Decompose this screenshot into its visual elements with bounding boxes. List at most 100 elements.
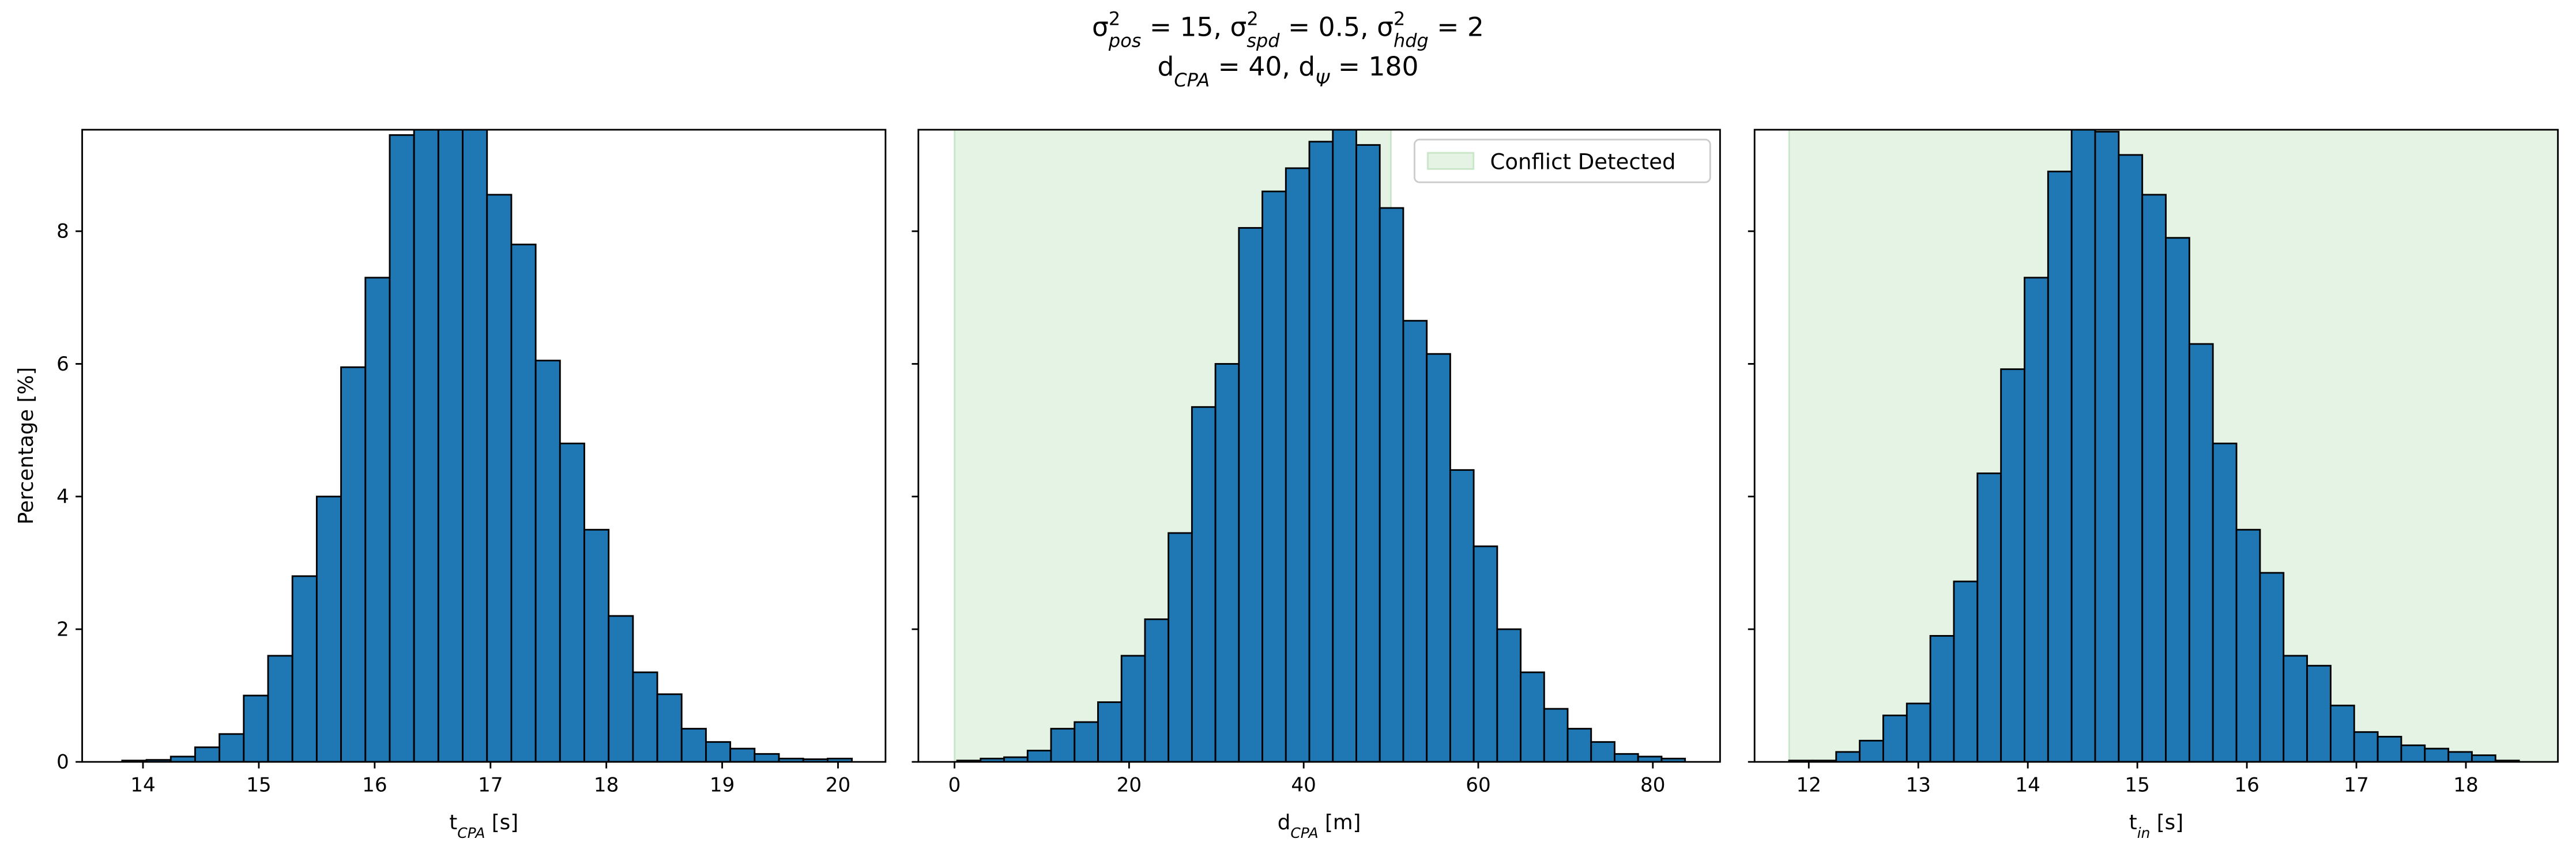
text-part: = 40, d [1210, 51, 1315, 82]
bar [1566, 728, 1592, 762]
text-part: [s] [2150, 811, 2183, 834]
bar [2094, 131, 2120, 762]
bar [534, 360, 561, 762]
x-tick-label: 18 [594, 773, 619, 796]
bar [291, 575, 318, 762]
bar [1835, 751, 1861, 762]
bar [2471, 754, 2496, 762]
bar [559, 443, 585, 762]
x-tick-label: 40 [1291, 773, 1316, 796]
bar [413, 130, 439, 762]
text-part: CPA [457, 824, 485, 841]
legend-swatch [1426, 152, 1475, 170]
x-tick-label: 19 [710, 773, 735, 796]
legend-box [1413, 138, 1711, 183]
bar [2306, 664, 2332, 762]
bar [1449, 469, 1475, 762]
plot-area [954, 130, 1686, 762]
bar [315, 496, 342, 762]
bar [2259, 572, 2285, 762]
bar [2188, 343, 2214, 762]
text-part: [s] [485, 811, 518, 834]
x-tick-label: 15 [2125, 773, 2150, 796]
axes-frame [917, 129, 1721, 763]
text-part: [m] [1319, 811, 1361, 834]
x-axis-label: tCPA [s] [449, 811, 518, 841]
bar [1882, 715, 1908, 762]
bar [1308, 141, 1334, 762]
text-part: hdg [1394, 30, 1429, 52]
bar [1261, 190, 1287, 762]
bar [1097, 701, 1123, 762]
x-tick-label: 12 [1797, 773, 1822, 796]
title-line: dCPA = 40, dΨ = 180 [1157, 51, 1418, 91]
x-tick-label: 14 [130, 773, 156, 796]
y-axis-label: Percentage [%] [14, 367, 38, 524]
axes-frame [81, 129, 887, 763]
bar [2141, 194, 2167, 762]
legend: Conflict Detected [1413, 138, 1711, 183]
text-part: CPA [1174, 69, 1210, 91]
text-part: t [2129, 811, 2137, 834]
bar [2283, 655, 2308, 762]
text-part: d [1278, 811, 1291, 834]
bar [827, 757, 853, 762]
title-line: σ2 pos = 15, σ2 spd = 0.5, σ2 hdg = 2 [1092, 8, 1484, 52]
bar [243, 694, 269, 762]
bar [1355, 144, 1381, 762]
bar [1402, 320, 1428, 762]
y-tick-label: 6 [57, 353, 69, 376]
bar [1953, 580, 1979, 762]
x-tick-label: 16 [2234, 773, 2259, 796]
bar [2165, 237, 2190, 762]
bar [364, 277, 391, 762]
bar [1660, 757, 1686, 762]
bar [2235, 528, 2261, 762]
y-tick-label: 2 [57, 618, 69, 641]
x-tick-label: 17 [2344, 773, 2369, 796]
text-part: 2 [1246, 8, 1258, 30]
text-part: spd [1246, 30, 1280, 52]
x-tick-label: 20 [826, 773, 851, 796]
bar [1285, 167, 1310, 762]
bar [1543, 708, 1569, 762]
x-tick-label: 60 [1466, 773, 1491, 796]
bar [1026, 750, 1052, 762]
text-part: 2 [1394, 8, 1405, 30]
bar [267, 655, 293, 762]
text-part: in [2137, 824, 2151, 841]
x-tick-label: 16 [362, 773, 387, 796]
plot-area [121, 130, 853, 762]
bar [1614, 753, 1639, 762]
axes-frame [1753, 129, 2559, 763]
bar [1472, 545, 1498, 762]
text-part: σ [1092, 12, 1109, 43]
x-tick-label: 80 [1640, 773, 1666, 796]
bar [608, 615, 634, 762]
bar [1426, 353, 1451, 762]
text-part: CPA [1290, 824, 1318, 841]
bar [510, 243, 537, 762]
plot-area [1788, 130, 2558, 762]
x-tick-label: 18 [2453, 773, 2479, 796]
bar [1168, 532, 1193, 762]
bar [2400, 744, 2426, 762]
text-part: = 15, σ [1141, 12, 1246, 43]
bar [1214, 363, 1240, 762]
bar [219, 733, 245, 762]
bar [705, 741, 732, 762]
text-part: = 0.5, σ [1280, 12, 1394, 43]
y-tick-label: 8 [57, 220, 69, 243]
bar [656, 693, 683, 762]
bar [632, 671, 658, 762]
bar [2000, 368, 2025, 762]
bar [486, 194, 513, 762]
x-tick-label: 15 [246, 773, 272, 796]
bar [1976, 472, 2002, 762]
bar [2330, 704, 2355, 762]
bar [2070, 130, 2096, 762]
x-tick-label: 20 [1117, 773, 1142, 796]
bar [1120, 655, 1146, 762]
bar [2024, 277, 2049, 762]
